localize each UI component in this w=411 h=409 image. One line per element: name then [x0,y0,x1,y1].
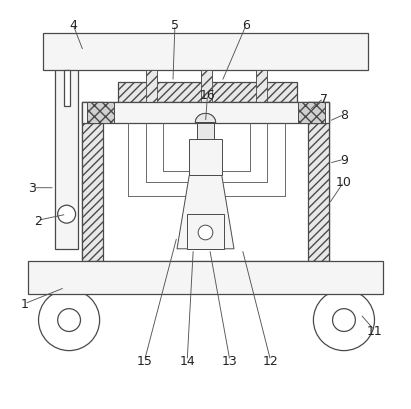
Circle shape [314,290,374,351]
Text: 3: 3 [28,182,36,195]
Bar [88,103,114,123]
Circle shape [58,309,81,332]
Bar [256,58,267,103]
Bar [189,139,222,176]
Bar [82,103,329,261]
Text: 7: 7 [320,92,328,106]
Text: 10: 10 [336,176,352,189]
Bar [187,215,224,249]
Circle shape [332,309,356,332]
Bar [43,34,368,70]
Bar [28,261,383,294]
Text: 8: 8 [340,109,348,121]
Bar [201,58,212,103]
Text: 6: 6 [242,19,250,32]
Text: 14: 14 [179,355,195,367]
Text: 5: 5 [171,19,179,32]
Bar [64,70,70,107]
Bar [146,58,157,103]
Bar [55,68,79,249]
Text: 4: 4 [69,19,77,32]
Text: 13: 13 [222,355,238,367]
Text: 15: 15 [136,355,152,367]
Bar [256,70,267,103]
Text: 11: 11 [367,324,382,337]
Bar [298,103,325,123]
Circle shape [58,206,76,224]
Bar [201,70,212,103]
Bar [146,70,157,103]
Text: 1: 1 [21,297,28,310]
Bar [82,103,329,123]
Text: 2: 2 [34,214,42,227]
Bar [118,83,297,103]
Bar [308,103,329,261]
Text: 12: 12 [263,355,279,367]
Text: 16: 16 [200,88,215,101]
Bar [82,103,103,261]
Text: 9: 9 [340,153,348,166]
Circle shape [39,290,99,351]
Polygon shape [195,114,216,123]
Bar [197,123,214,139]
Circle shape [198,226,213,240]
Polygon shape [177,176,234,249]
